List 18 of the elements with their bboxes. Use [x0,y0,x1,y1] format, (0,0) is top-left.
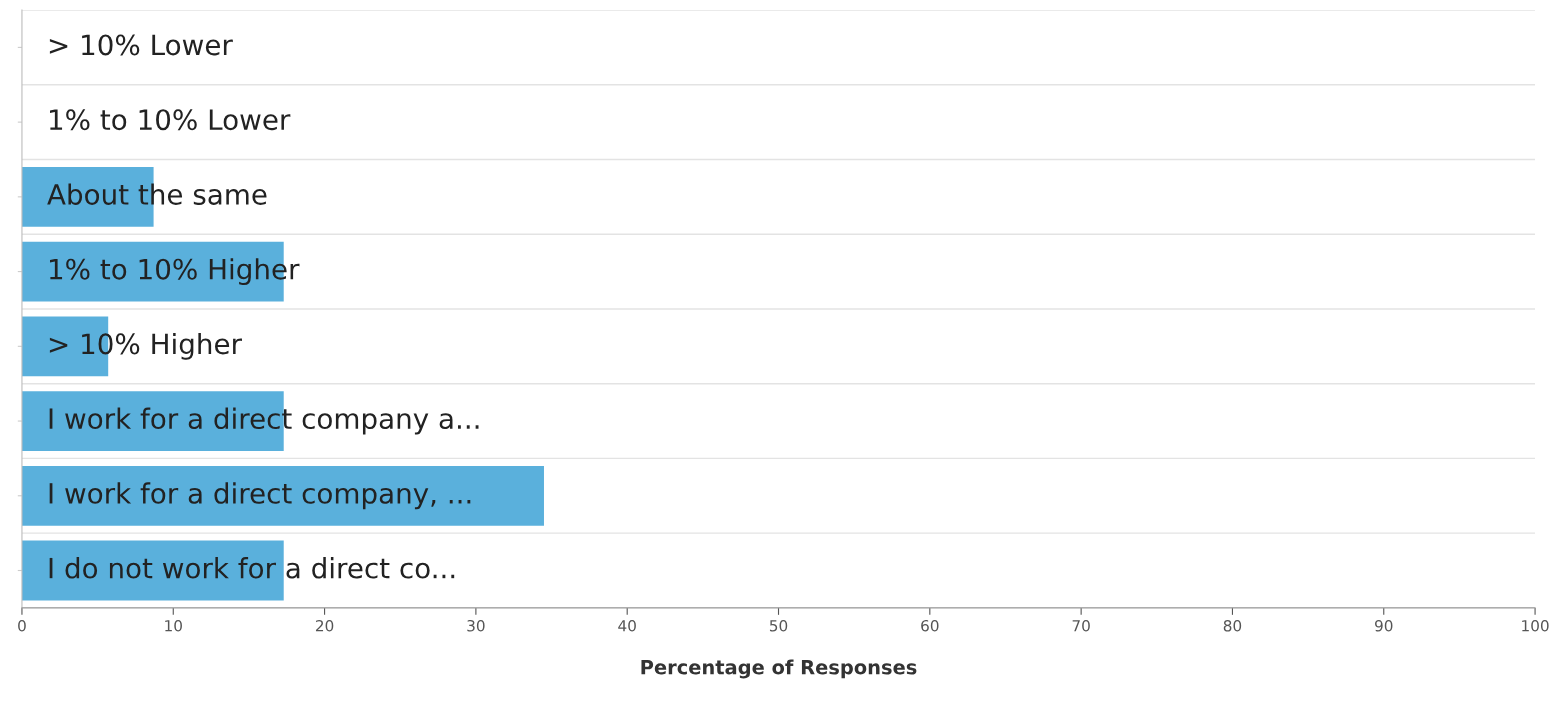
y-tick-label: I do not work for a direct co... [49,557,455,579]
x-tick-label: 20 [315,619,334,632]
x-tick-label: 10 [165,619,182,632]
x-axis-title: Percentage of Responses [641,659,917,679]
x-tick-label: 0 [18,619,26,632]
bar [21,465,544,526]
x-tick-label: 30 [467,619,485,632]
y-tick-label: I work for a direct company, ... [49,482,471,510]
x-tick-label: 80 [1223,619,1242,632]
y-tick-label: 1% to 10% Lower [50,109,291,131]
x-tick-label: 70 [1072,619,1090,632]
y-tick-label: > 10% Lower [49,34,233,56]
bar [21,540,284,601]
x-tick-label: 40 [618,619,636,632]
x-tick-label: 60 [921,619,939,632]
x-tick-label: 90 [1375,619,1393,632]
x-tick-label: 50 [769,619,788,632]
x-tick-label: 100 [1522,619,1549,632]
